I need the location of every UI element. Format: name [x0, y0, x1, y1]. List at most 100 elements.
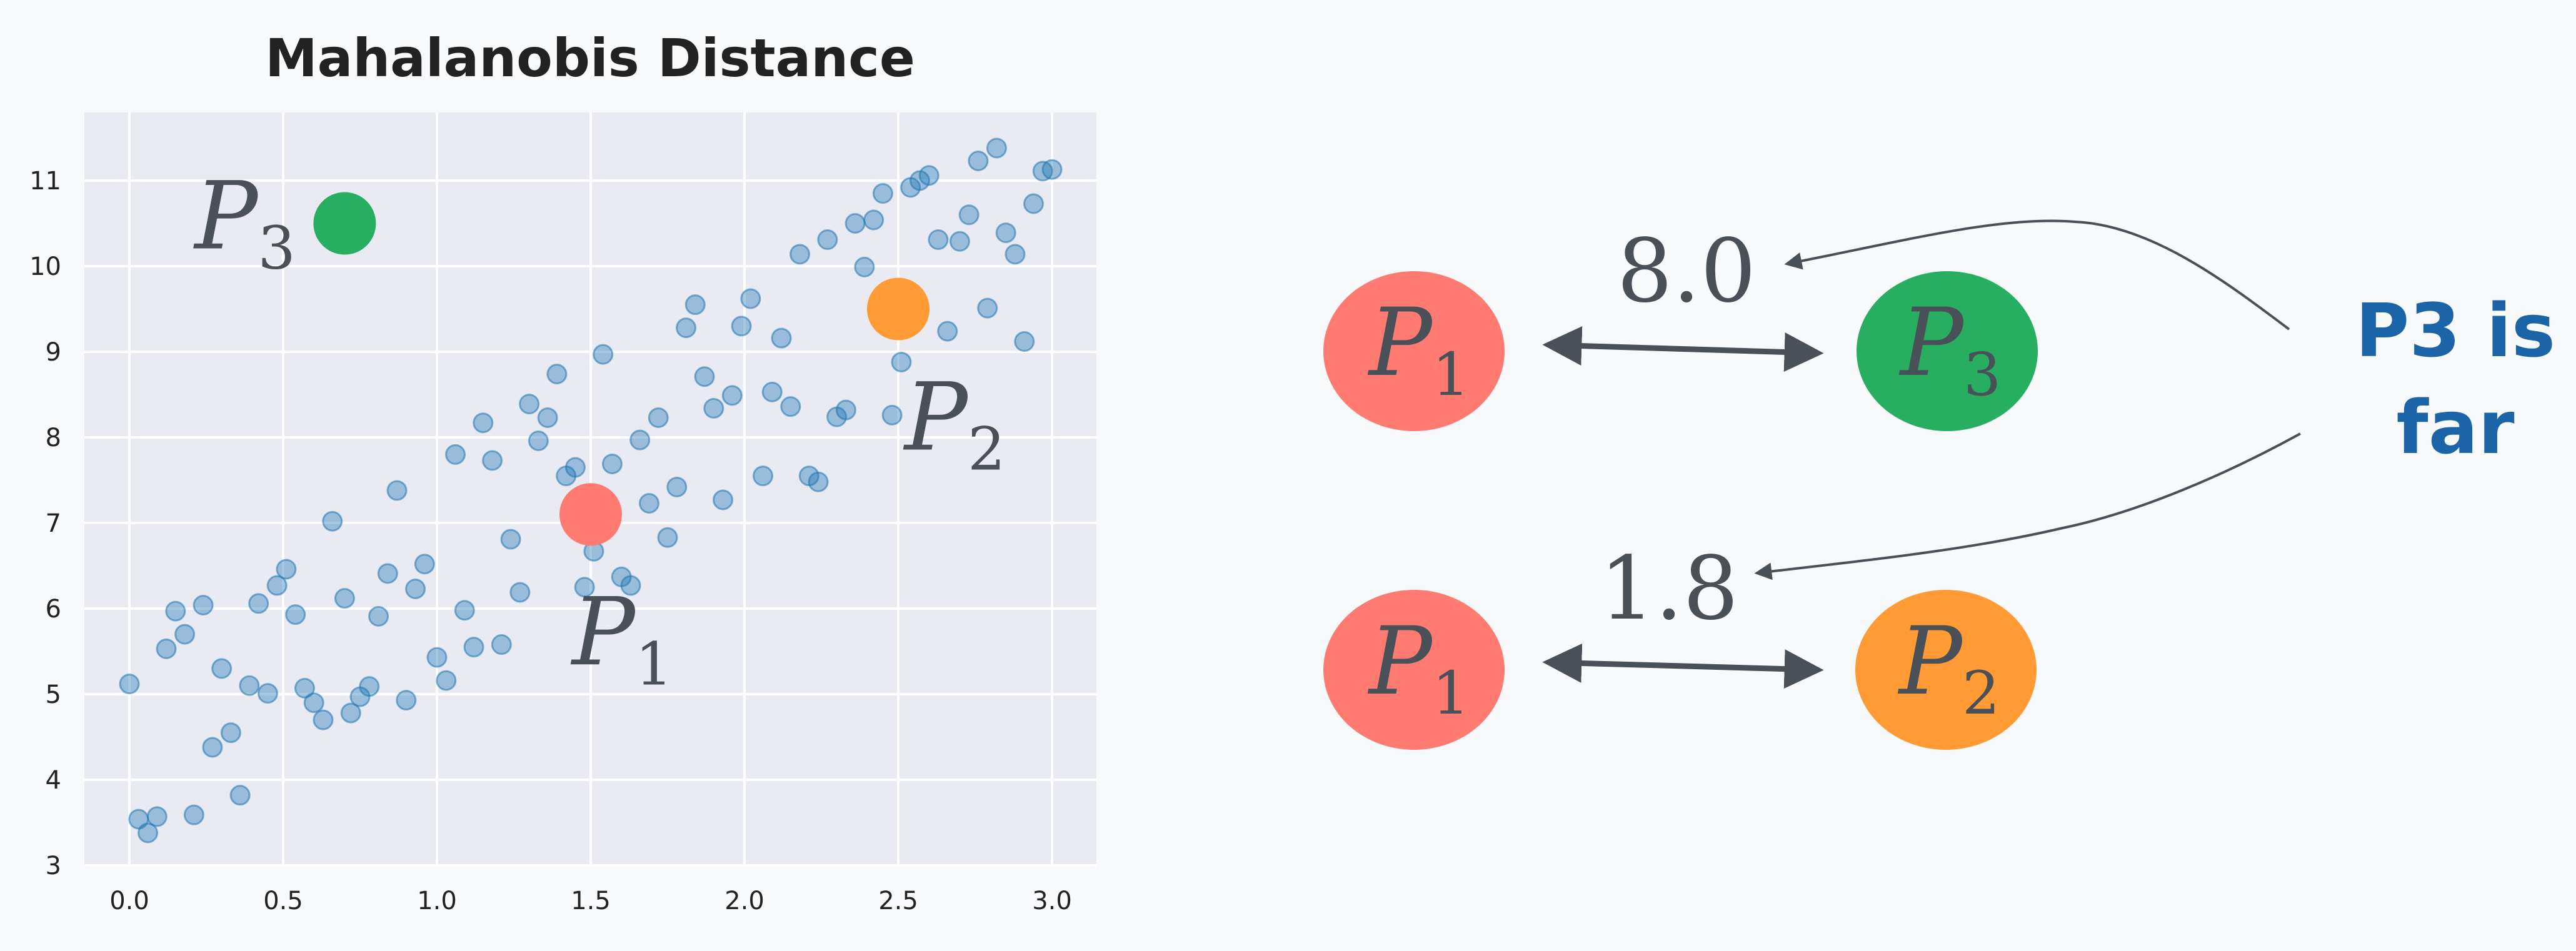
scatter-point — [977, 297, 998, 319]
scatter-point — [266, 575, 288, 596]
scatter-point — [638, 492, 659, 514]
x-tick-label: 3.0 — [1032, 887, 1072, 915]
scatter-point — [340, 702, 361, 724]
highlight-label-p2: P2 — [903, 364, 1005, 484]
scatter-point — [620, 575, 641, 596]
x-tick-label: 1.0 — [417, 887, 457, 915]
scatter-point — [666, 476, 688, 497]
scatter-point — [220, 722, 241, 744]
x-tick-label: 0.0 — [109, 887, 149, 915]
pointer-arrow-to-near — [1754, 432, 2301, 580]
node-p2-label: P2 — [1897, 607, 2000, 728]
scatter-point — [740, 288, 761, 309]
scatter-point — [454, 600, 475, 621]
pair-row-far: P1 P3 8.0 — [1323, 221, 2038, 431]
scatter-point — [703, 397, 724, 419]
scatter-point — [156, 638, 177, 659]
scatter-point — [694, 366, 715, 387]
scatter-point — [601, 453, 623, 474]
scatter-point — [473, 412, 494, 434]
scatter-point — [546, 364, 568, 385]
scatter-point — [183, 804, 204, 825]
scatter-plot: 3 4 5 6 7 8 9 10 11 0.0 0.5 1.0 1.5 2.0 2.5 3.0 P1 P2 P3 — [29, 112, 1096, 915]
scatter-point — [202, 737, 223, 758]
y-tick-label: 11 — [29, 167, 61, 196]
scatter-point — [229, 785, 251, 806]
highlight-point-p2 — [867, 277, 930, 341]
chart-title: Mahalanobis Distance — [265, 27, 915, 89]
scatter-point — [872, 183, 893, 204]
scatter-point — [193, 595, 214, 616]
scatter-point — [995, 222, 1016, 244]
scatter-point — [891, 351, 912, 372]
scatter-point — [564, 457, 586, 478]
scatter-point — [165, 600, 186, 622]
scatter-point — [377, 563, 398, 584]
node-p3 — [1857, 271, 2038, 431]
scatter-point — [593, 344, 614, 365]
scatter-point — [808, 471, 829, 492]
scatter-point — [1014, 331, 1035, 352]
y-axis-ticks: 3 4 5 6 7 8 9 10 11 — [29, 167, 61, 880]
scatter-point — [248, 593, 269, 614]
scatter-point — [684, 294, 706, 316]
scatter-point — [119, 674, 140, 695]
highlight-point-p3 — [313, 192, 376, 255]
scatter-point — [463, 637, 484, 658]
y-tick-label: 10 — [29, 252, 61, 281]
scatter-point — [986, 137, 1007, 159]
scatter-point — [146, 806, 168, 827]
scatter-point — [386, 480, 408, 501]
scatter-point — [1023, 193, 1044, 214]
highlight-point-p1 — [559, 483, 622, 546]
scatter-point — [949, 231, 970, 252]
x-tick-label: 2.0 — [724, 887, 764, 915]
scatter-point — [958, 204, 980, 226]
scatter-point — [863, 209, 885, 231]
annotation-line-1: P3 is — [2355, 287, 2555, 374]
scatter-point — [676, 317, 697, 339]
scatter-point — [436, 670, 457, 691]
scatter-point — [426, 647, 448, 668]
double-arrow-near — [1542, 643, 1824, 689]
x-tick-label: 0.5 — [263, 887, 303, 915]
x-axis-ticks: 0.0 0.5 1.0 1.5 2.0 2.5 3.0 — [109, 887, 1072, 915]
y-tick-label: 7 — [46, 509, 61, 538]
scatter-point — [937, 321, 958, 342]
scatter-point — [629, 429, 651, 451]
y-tick-label: 3 — [46, 852, 61, 880]
scatter-point — [303, 692, 324, 714]
scatter-point — [928, 229, 949, 251]
scatter-point — [789, 244, 811, 265]
scatter-point — [368, 605, 389, 627]
scatter-point — [491, 634, 512, 655]
y-tick-label: 9 — [46, 338, 61, 367]
scatter-point — [968, 150, 989, 171]
scatter-point — [881, 404, 903, 426]
y-tick-label: 4 — [46, 766, 61, 795]
y-tick-label: 6 — [46, 595, 61, 624]
scatter-point — [713, 489, 734, 510]
scatter-point — [844, 213, 866, 234]
distance-value-near: 1.8 — [1600, 538, 1739, 640]
scatter-point — [322, 510, 343, 532]
scatter-point — [500, 529, 521, 550]
scatter-point — [761, 381, 783, 402]
scatter-point — [396, 690, 417, 711]
scatter-point — [174, 624, 196, 645]
node-p3-label: P3 — [1898, 289, 2001, 409]
scatter-point — [771, 327, 792, 349]
y-tick-label: 5 — [46, 680, 61, 709]
scatter-point — [211, 658, 233, 679]
scatter-point — [731, 316, 752, 337]
scatter-point — [138, 822, 159, 844]
scatter-point — [1005, 244, 1026, 265]
scatter-point — [276, 559, 297, 580]
scatter-point — [285, 604, 306, 625]
scatter-point — [528, 430, 549, 451]
scatter-point — [509, 582, 531, 603]
scatter-point — [648, 407, 669, 428]
scatter-point — [817, 229, 838, 251]
scatter-point — [780, 396, 801, 417]
